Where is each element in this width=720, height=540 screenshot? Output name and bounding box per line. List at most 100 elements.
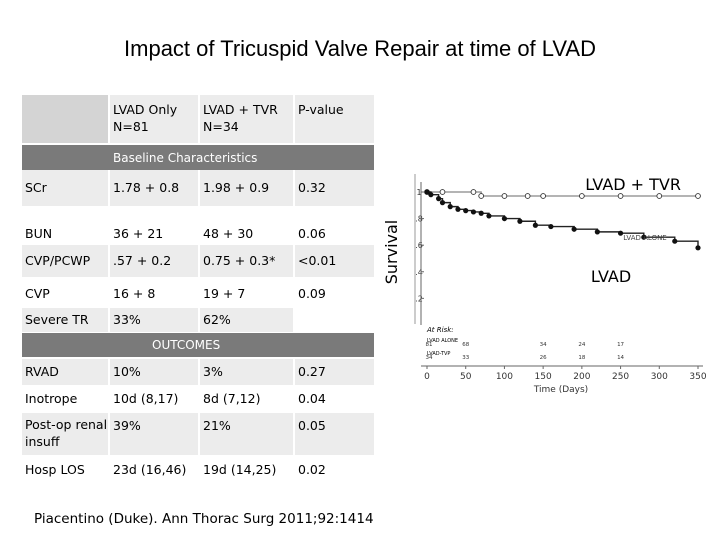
data-point-lvad-alone bbox=[428, 192, 434, 198]
header-lvad-only: LVAD Only N=81 bbox=[110, 95, 198, 143]
header-p-value: P-value bbox=[295, 95, 374, 143]
x-tick-label: 350 bbox=[689, 372, 706, 382]
lvad-only-value: 10% bbox=[110, 359, 198, 385]
p-value: 0.32 bbox=[295, 170, 374, 206]
data-point-lvad-alone bbox=[594, 229, 600, 235]
data-point-lvad-alone bbox=[439, 200, 446, 206]
p-value: 0.27 bbox=[295, 359, 374, 385]
y-tick-label: .4 bbox=[415, 268, 423, 277]
at-risk-count: 34 bbox=[540, 342, 547, 348]
header-cell-empty bbox=[22, 95, 108, 143]
lvad-tvr-value: 3% bbox=[200, 359, 293, 385]
series-line-lvad-tvr bbox=[427, 191, 698, 197]
lvad-only-value: 1.78 + 0.8 bbox=[110, 170, 198, 206]
baseline-section-label: Baseline Characteristics bbox=[113, 150, 258, 165]
at-risk-count: 26 bbox=[540, 355, 547, 361]
y-tick-label: .2 bbox=[415, 294, 423, 303]
lvad-only-value: 16 + 8 bbox=[110, 278, 198, 310]
row-label: Hosp LOS bbox=[22, 456, 108, 484]
y-tick-label: .6 bbox=[415, 241, 423, 250]
at-risk-count: 34 bbox=[426, 355, 433, 361]
slide-title: Impact of Tricuspid Valve Repair at time… bbox=[124, 36, 596, 61]
header-lvad-only-line2: N=81 bbox=[113, 119, 149, 134]
p-value: <0.01 bbox=[295, 245, 374, 277]
table-row: CVP 16 + 8 19 + 7 0.09 bbox=[22, 278, 374, 310]
table-row: RVAD 10% 3% 0.27 bbox=[22, 359, 374, 385]
at-risk-count: 68 bbox=[462, 342, 469, 348]
at-risk-count: 81 bbox=[426, 342, 433, 348]
tvr-callout: LVAD + TVR bbox=[585, 175, 681, 194]
baseline-section-header: Baseline Characteristics bbox=[22, 145, 374, 170]
x-tick-label: 50 bbox=[460, 372, 472, 382]
lvad-only-value: 39% bbox=[110, 413, 198, 455]
table-row: Post-op renal insuff 39% 21% 0.05 bbox=[22, 413, 374, 455]
header-lvad-tvr-line2: N=34 bbox=[203, 119, 239, 134]
at-risk-count: 18 bbox=[578, 355, 585, 361]
p-value bbox=[295, 308, 374, 332]
data-point-lvad-alone bbox=[532, 222, 538, 228]
data-point-lvad-alone bbox=[455, 206, 461, 212]
data-point-lvad-tvr bbox=[579, 193, 585, 199]
table-row: CVP/PCWP .57 + 0.2 0.75 + 0.3* <0.01 bbox=[22, 245, 374, 277]
header-lvad-tvr: LVAD + TVR N=34 bbox=[200, 95, 293, 143]
x-tick-label: 250 bbox=[612, 372, 629, 382]
at-risk-count: 24 bbox=[578, 342, 585, 348]
data-point-lvad-alone bbox=[470, 209, 477, 215]
data-point-lvad-alone bbox=[436, 196, 442, 202]
at-risk-count: 14 bbox=[617, 355, 624, 361]
chart-xlabel: Time (Days) bbox=[533, 385, 588, 395]
row-label: Severe TR bbox=[22, 308, 108, 332]
x-tick-label: 100 bbox=[496, 372, 513, 382]
y-tick-label: 1 bbox=[416, 188, 421, 197]
p-value: 0.02 bbox=[295, 456, 374, 484]
y-tick-label: .8 bbox=[415, 215, 423, 224]
chart-ylabel: Survival bbox=[385, 220, 401, 285]
lvad-tvr-value: 0.75 + 0.3* bbox=[200, 245, 293, 277]
table-row: Hosp LOS 23d (16,46) 19d (14,25) 0.02 bbox=[22, 456, 374, 484]
lvad-tvr-value: 1.98 + 0.9 bbox=[200, 170, 293, 206]
outcomes-section-label: OUTCOMES bbox=[152, 338, 221, 352]
p-value: 0.09 bbox=[295, 278, 374, 310]
at-risk-row-name-1: LVAD-TVP bbox=[427, 351, 450, 357]
row-label: RVAD bbox=[22, 359, 108, 385]
data-point-lvad-tvr bbox=[617, 193, 624, 199]
lvad-only-value: .57 + 0.2 bbox=[110, 245, 198, 277]
data-point-lvad-alone bbox=[486, 213, 492, 219]
lvad-only-value: 23d (16,46) bbox=[110, 456, 198, 484]
outcomes-section-header: OUTCOMES bbox=[22, 333, 374, 357]
data-point-lvad-alone bbox=[463, 208, 469, 214]
data-point-lvad-tvr bbox=[470, 189, 477, 195]
table-row: SCr 1.78 + 0.8 1.98 + 0.9 0.32 bbox=[22, 170, 374, 206]
p-value: 0.05 bbox=[295, 413, 374, 455]
data-point-lvad-tvr bbox=[656, 193, 663, 199]
data-point-lvad-alone bbox=[548, 223, 554, 230]
survival-chart: .2 .4 .6 .8 1 0 50 100 150 200 250 300 350 81 68 34 24 17… bbox=[385, 174, 707, 395]
data-point-lvad-alone bbox=[517, 218, 523, 224]
lvad-only-value: 10d (8,17) bbox=[110, 386, 198, 412]
data-point-lvad-tvr bbox=[501, 193, 508, 199]
row-label: CVP/PCWP bbox=[22, 245, 108, 277]
data-point-lvad-alone bbox=[571, 226, 577, 232]
row-label: Post-op renal insuff bbox=[22, 413, 108, 455]
header-p-value-label: P-value bbox=[298, 102, 344, 117]
lvad-tvr-value: 19 + 7 bbox=[200, 278, 293, 310]
at-risk-row-name-0: LVAD ALONE bbox=[427, 338, 458, 344]
header-lvad-only-line1: LVAD Only bbox=[113, 102, 178, 118]
x-tick-label: 200 bbox=[573, 372, 590, 382]
row-label: CVP bbox=[22, 278, 108, 310]
at-risk-label: At Risk: bbox=[426, 326, 454, 334]
data-point-lvad-tvr bbox=[524, 193, 531, 199]
data-point-lvad-alone bbox=[424, 189, 430, 195]
data-point-lvad-alone bbox=[641, 234, 647, 240]
data-point-lvad-alone bbox=[617, 230, 624, 236]
data-point-lvad-alone bbox=[501, 215, 508, 222]
data-point-lvad-tvr bbox=[695, 193, 701, 199]
data-point-lvad-alone bbox=[478, 210, 484, 216]
lvad-tvr-value: 21% bbox=[200, 413, 293, 455]
data-point-lvad-alone bbox=[695, 245, 701, 251]
p-value: 0.04 bbox=[295, 386, 374, 412]
header-lvad-tvr-line1: LVAD + TVR bbox=[203, 102, 278, 118]
data-point-lvad-tvr bbox=[439, 189, 446, 195]
row-label: Inotrope bbox=[22, 386, 108, 412]
data-point-lvad-tvr bbox=[478, 193, 485, 199]
